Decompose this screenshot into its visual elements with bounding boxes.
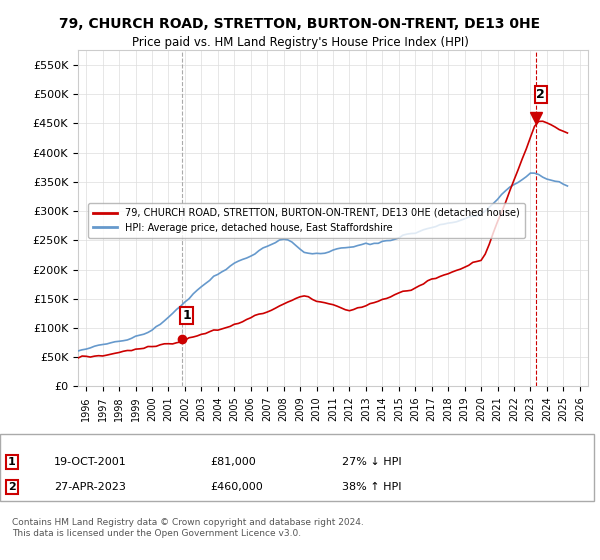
Text: 1: 1 — [8, 457, 16, 467]
Text: £460,000: £460,000 — [210, 482, 263, 492]
Text: £81,000: £81,000 — [210, 457, 256, 467]
Text: Contains HM Land Registry data © Crown copyright and database right 2024.
This d: Contains HM Land Registry data © Crown c… — [12, 518, 364, 538]
Legend: 79, CHURCH ROAD, STRETTON, BURTON-ON-TRENT, DE13 0HE (detached house), HPI: Aver: 79, CHURCH ROAD, STRETTON, BURTON-ON-TRE… — [88, 203, 524, 237]
Text: 1: 1 — [182, 309, 191, 322]
Text: 27-APR-2023: 27-APR-2023 — [54, 482, 126, 492]
Text: 2: 2 — [536, 88, 545, 101]
Text: 79, CHURCH ROAD, STRETTON, BURTON-ON-TRENT, DE13 0HE: 79, CHURCH ROAD, STRETTON, BURTON-ON-TRE… — [59, 17, 541, 31]
Text: Price paid vs. HM Land Registry's House Price Index (HPI): Price paid vs. HM Land Registry's House … — [131, 36, 469, 49]
Text: 38% ↑ HPI: 38% ↑ HPI — [342, 482, 401, 492]
Text: 2: 2 — [8, 482, 16, 492]
Text: 19-OCT-2001: 19-OCT-2001 — [54, 457, 127, 467]
Text: 27% ↓ HPI: 27% ↓ HPI — [342, 457, 401, 467]
